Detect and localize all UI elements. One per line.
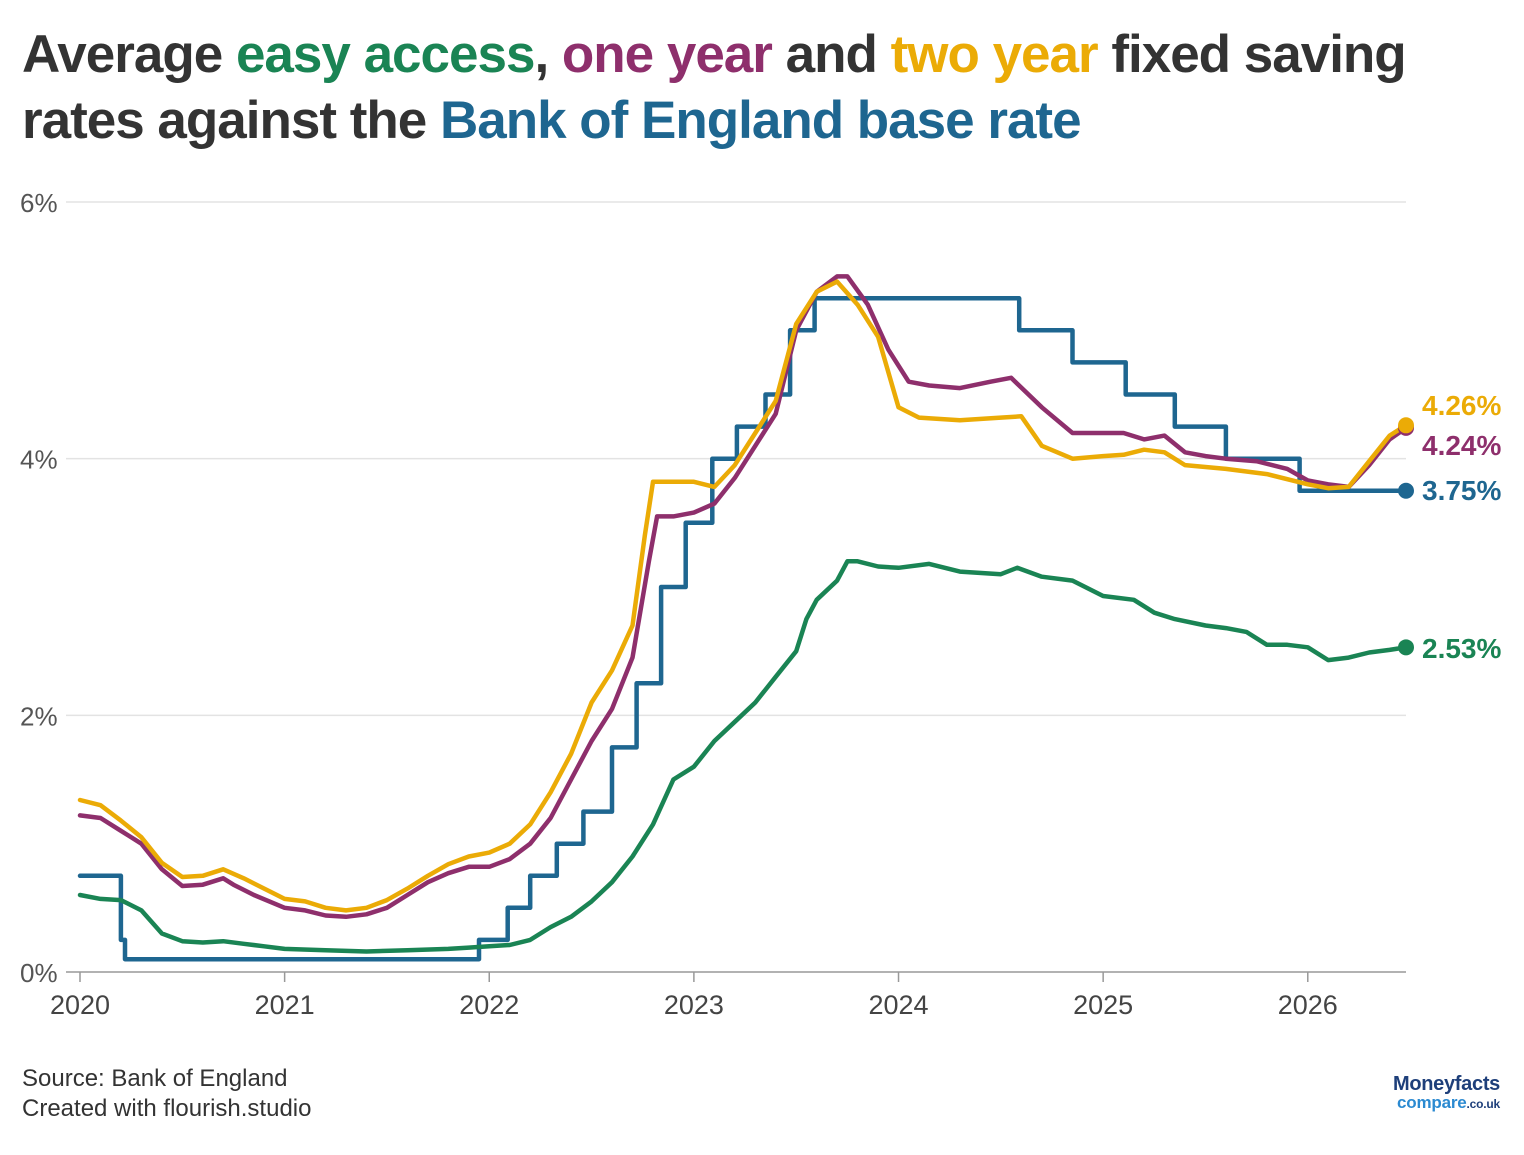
footer: Source: Bank of England Created with flo… <box>22 1064 311 1124</box>
series-line-one <box>77 274 1409 920</box>
moneyfacts-logo: Moneyfacts compare.co.uk <box>1393 1074 1500 1111</box>
logo-wordmark-top: Moneyfacts <box>1392 1073 1500 1095</box>
series-line-easy <box>77 559 1409 954</box>
x-tick-label: 2026 <box>1278 990 1338 1020</box>
x-tick-label: 2021 <box>255 990 315 1020</box>
y-tick-label: 2% <box>20 701 58 731</box>
y-axis: 0% 2% 4% 6% <box>20 188 58 988</box>
end-label-one: 4.24% <box>1422 430 1501 461</box>
x-tick-label: 2025 <box>1073 990 1133 1020</box>
end-labels: 3.75% 2.53% 4.24% 4.26% <box>1398 390 1501 664</box>
end-label-easy: 2.53% <box>1422 633 1501 664</box>
x-tick-label: 2024 <box>868 990 928 1020</box>
series-line-base <box>77 296 1409 962</box>
logo-wordmark-bottom: compare.co.uk <box>1397 1093 1500 1112</box>
x-axis: 2020 2021 2022 2023 2024 2025 2026 <box>50 971 1406 1020</box>
title-one-year: one year <box>561 25 773 84</box>
x-tick-label: 2022 <box>459 990 519 1020</box>
series-line-two <box>77 279 1409 913</box>
credit-note: Created with flourish.studio <box>22 1095 312 1122</box>
end-marker-two <box>1398 417 1414 434</box>
title-two-year: two year <box>890 25 1099 84</box>
end-marker-easy <box>1398 639 1414 656</box>
title-easy-access: easy access <box>235 25 535 84</box>
end-label-base: 3.75% <box>1422 475 1501 506</box>
end-marker-base <box>1398 482 1414 499</box>
title-base-rate: Bank of England base rate <box>439 91 1082 150</box>
y-tick-label: 0% <box>20 958 58 988</box>
x-tick-label: 2020 <box>50 990 110 1020</box>
y-tick-label: 6% <box>20 188 58 218</box>
end-label-two: 4.26% <box>1422 390 1501 421</box>
series-lines <box>77 274 1409 962</box>
x-tick-label: 2023 <box>664 990 724 1020</box>
y-tick-label: 4% <box>20 445 58 475</box>
chart-title: Average easy access, one year and two ye… <box>22 25 1407 150</box>
source-note: Source: Bank of England <box>22 1065 288 1092</box>
